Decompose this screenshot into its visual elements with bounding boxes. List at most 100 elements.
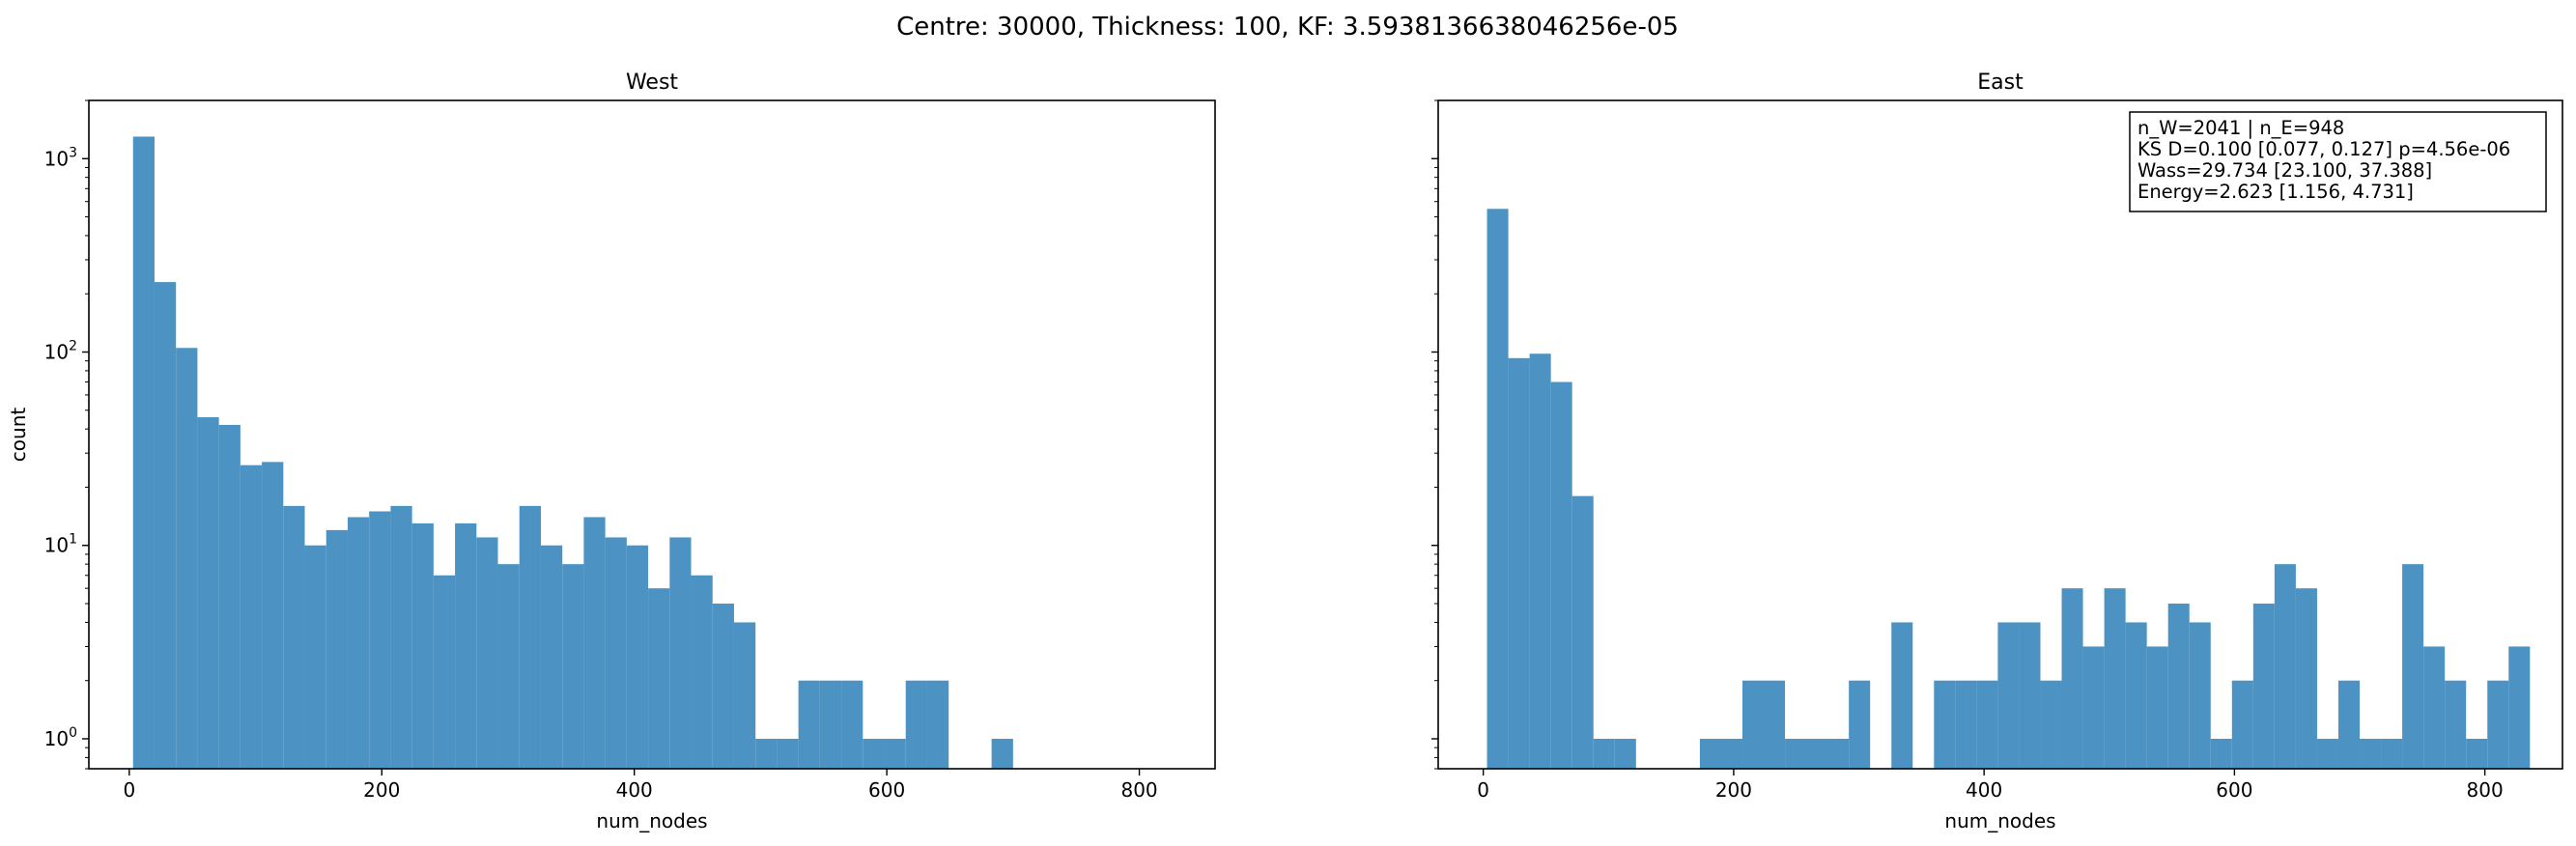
y-tick-label: 103 bbox=[44, 145, 77, 170]
x-tick-label: 600 bbox=[868, 778, 905, 802]
y-tick-label: 101 bbox=[44, 532, 77, 557]
histogram-bar bbox=[326, 529, 348, 769]
histogram-bar bbox=[2167, 604, 2190, 769]
histogram-bar bbox=[154, 282, 177, 769]
histogram-bar bbox=[2061, 588, 2083, 769]
x-tick-label: 800 bbox=[2467, 778, 2504, 802]
histogram-bar bbox=[1508, 357, 1530, 769]
y-axis-label: count bbox=[7, 408, 30, 463]
histogram-bar bbox=[2360, 738, 2382, 769]
histogram-bar bbox=[2040, 680, 2062, 769]
histogram-bar bbox=[1614, 738, 1636, 769]
histogram-bar bbox=[132, 136, 155, 769]
histogram-bar bbox=[262, 462, 284, 769]
histogram-bar bbox=[819, 680, 842, 769]
histogram-bar bbox=[1699, 738, 1742, 769]
histogram-bar bbox=[605, 537, 627, 769]
histogram-bar bbox=[2252, 604, 2275, 769]
histogram-bar bbox=[777, 738, 799, 769]
histogram-bar bbox=[2210, 738, 2232, 769]
histogram-bar bbox=[176, 348, 198, 769]
histogram-bar bbox=[863, 738, 885, 769]
y-tick-label: 102 bbox=[44, 339, 77, 364]
histogram-bar bbox=[669, 537, 692, 769]
histogram-bar bbox=[733, 622, 756, 769]
histogram-bar bbox=[1785, 738, 1850, 769]
figure-title: Centre: 30000, Thickness: 100, KF: 3.593… bbox=[896, 13, 1679, 42]
histogram-bar bbox=[2189, 622, 2211, 769]
east-panel: East 0 200 400 600 800 num_nodes n_W=2041 | n_E… bbox=[1431, 70, 2563, 832]
histogram-bar bbox=[2231, 680, 2253, 769]
histogram-bar bbox=[1741, 680, 1786, 769]
x-tick-label: 0 bbox=[1477, 778, 1489, 802]
histogram-bar bbox=[926, 680, 949, 769]
histogram-bar bbox=[1891, 622, 1913, 769]
x-tick-label: 200 bbox=[1715, 778, 1752, 802]
histogram-bar bbox=[583, 517, 606, 769]
panel-title: East bbox=[1977, 70, 2024, 95]
histogram-bar bbox=[1955, 680, 1977, 769]
histogram-bar bbox=[347, 517, 370, 769]
histogram-bar bbox=[2104, 588, 2126, 769]
stats-line: Energy=2.623 [1.156, 4.731] bbox=[2137, 181, 2414, 203]
histogram-bar bbox=[540, 545, 563, 769]
histogram-bar bbox=[455, 522, 477, 769]
histogram-bar bbox=[884, 738, 906, 769]
stats-line: n_W=2041 | n_E=948 bbox=[2137, 117, 2344, 139]
histogram-bar bbox=[798, 680, 820, 769]
histogram-bar bbox=[2402, 564, 2424, 769]
histogram-bar bbox=[2295, 588, 2317, 769]
histogram-bar bbox=[1593, 738, 1615, 769]
histogram-bar bbox=[197, 417, 219, 769]
histogram-bar bbox=[712, 604, 734, 769]
histogram-bar bbox=[2082, 646, 2105, 769]
histogram-bar bbox=[2466, 738, 2488, 769]
histogram-bar bbox=[2508, 646, 2531, 769]
histogram-bar bbox=[218, 424, 241, 769]
histogram-bar bbox=[2125, 622, 2147, 769]
x-tick-label: 800 bbox=[1120, 778, 1157, 802]
histogram-bar bbox=[991, 738, 1013, 769]
histogram-bar bbox=[2445, 680, 2467, 769]
histogram-bar bbox=[283, 505, 305, 769]
histogram-bar bbox=[497, 564, 520, 769]
histogram-bar bbox=[2337, 680, 2361, 769]
x-axis-label: num_nodes bbox=[596, 809, 707, 832]
histogram-bar bbox=[304, 545, 326, 769]
histogram-bar bbox=[2146, 646, 2168, 769]
histogram-bar bbox=[2274, 564, 2296, 769]
axes-frame bbox=[1437, 99, 2563, 770]
histogram-bar bbox=[905, 680, 927, 769]
histogram-bar bbox=[2381, 738, 2403, 769]
histogram-bar bbox=[2316, 738, 2338, 769]
histogram-bar bbox=[240, 465, 263, 769]
histogram-bar bbox=[626, 545, 649, 769]
x-tick-label: 400 bbox=[1966, 778, 2002, 802]
histogram-bar bbox=[369, 511, 391, 769]
stats-line: Wass=29.734 [23.100, 37.388] bbox=[2137, 159, 2432, 182]
histogram-bar bbox=[648, 588, 670, 769]
histogram-bar bbox=[1997, 622, 2020, 769]
histogram-bar bbox=[1550, 381, 1572, 769]
y-tick-label: 100 bbox=[44, 725, 77, 750]
x-tick-label: 200 bbox=[363, 778, 400, 802]
stats-line: KS D=0.100 [0.077, 0.127] p=4.56e-06 bbox=[2137, 138, 2510, 160]
west-panel: West 0 200 400 600 800 num_nodes 100 101 102 103 co… bbox=[7, 70, 1216, 832]
histogram-bar bbox=[1934, 680, 1956, 769]
histogram-bar bbox=[433, 575, 456, 769]
x-axis-label: num_nodes bbox=[1944, 809, 2055, 832]
axes-frame bbox=[88, 99, 1216, 770]
histogram-bar bbox=[390, 505, 412, 769]
histogram-bar bbox=[1486, 209, 1509, 769]
stats-box bbox=[2129, 111, 2547, 212]
histogram-bar bbox=[562, 564, 584, 769]
histogram-bar bbox=[755, 738, 778, 769]
histogram-bar bbox=[1976, 680, 1998, 769]
panel-title: West bbox=[626, 70, 678, 95]
histogram-bar bbox=[841, 680, 863, 769]
histogram-bar bbox=[519, 505, 541, 769]
histogram-bar bbox=[2423, 646, 2446, 769]
x-tick-label: 600 bbox=[2216, 778, 2252, 802]
x-tick-label: 400 bbox=[616, 778, 653, 802]
